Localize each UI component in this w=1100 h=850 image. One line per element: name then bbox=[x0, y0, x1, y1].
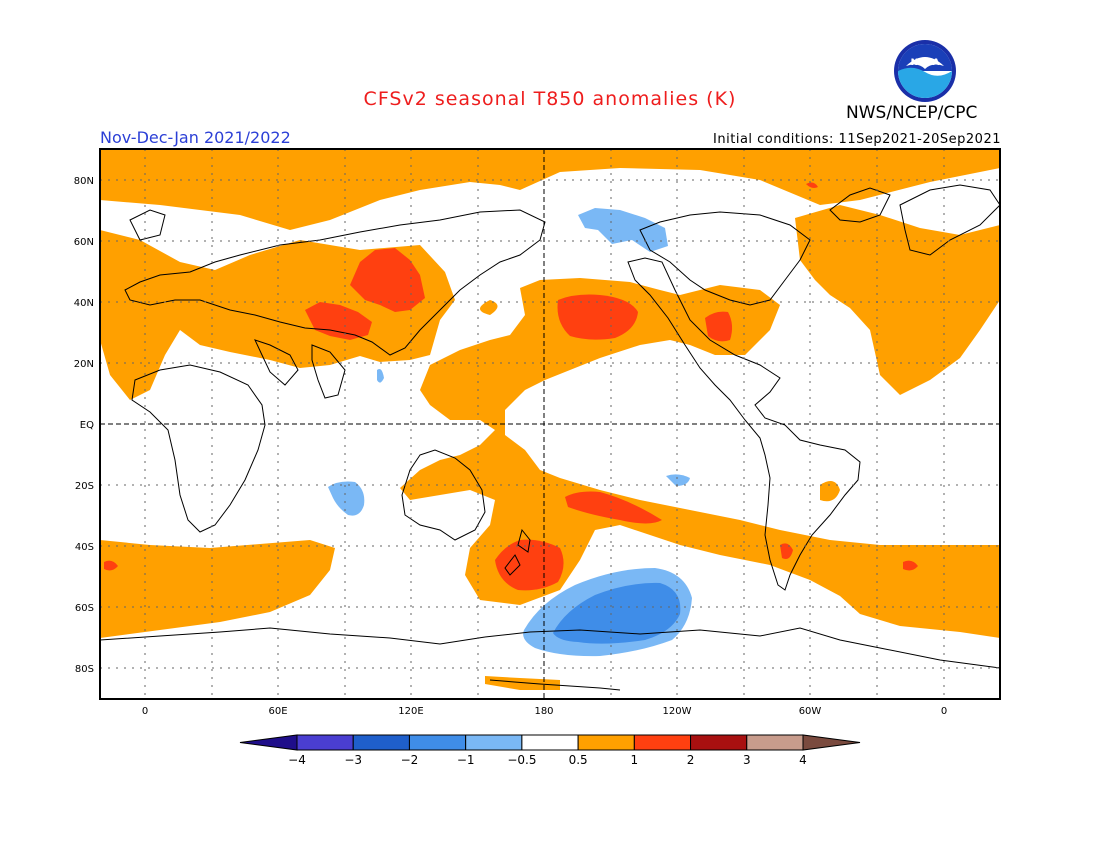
lon-tick: 60E bbox=[268, 706, 287, 717]
colorbar-label: 1 bbox=[631, 753, 639, 767]
colorbar-label: 3 bbox=[743, 753, 751, 767]
colorbar: −4 −3 −2 −1 −0.5 0.5 1 2 3 4 bbox=[239, 734, 861, 767]
equator-dateline bbox=[100, 149, 1000, 699]
colorbar-segment bbox=[746, 734, 804, 751]
lat-tick: 80N bbox=[74, 176, 94, 187]
lon-tick: 0 bbox=[142, 706, 148, 717]
colorbar-segment bbox=[521, 734, 579, 751]
colorbar-segment bbox=[690, 734, 748, 751]
initial-conditions-label: Initial conditions: 11Sep2021-20Sep2021 bbox=[713, 132, 1001, 147]
lat-tick: 60S bbox=[75, 603, 94, 614]
colorbar-segment bbox=[296, 734, 354, 751]
colorbar-label: −1 bbox=[457, 753, 475, 767]
map-frame bbox=[99, 148, 1001, 700]
colorbar-label: 0.5 bbox=[569, 753, 588, 767]
agency-label: NWS/NCEP/CPC bbox=[846, 103, 978, 123]
lat-tick: 20N bbox=[74, 359, 94, 370]
colorbar-label: 2 bbox=[687, 753, 695, 767]
lon-tick: 180 bbox=[534, 706, 553, 717]
lat-tick: EQ bbox=[80, 420, 94, 431]
colorbar-label: 4 bbox=[799, 753, 807, 767]
colorbar-segment bbox=[465, 734, 523, 751]
longitude-axis: 0 60E 120E 180 120W 60W 0 bbox=[142, 706, 947, 717]
lon-tick: 60W bbox=[799, 706, 822, 717]
colorbar-label: −0.5 bbox=[507, 753, 536, 767]
strong-negative-anomaly-region bbox=[553, 582, 681, 644]
strong-positive-anomaly-regions bbox=[104, 182, 918, 591]
map-title: CFSv2 seasonal T850 anomalies (K) bbox=[363, 88, 737, 110]
noaa-logo-icon: NOAA bbox=[894, 40, 956, 102]
colorbar-label: −4 bbox=[288, 753, 306, 767]
colorbar-segment bbox=[408, 734, 467, 751]
colorbar-label: −2 bbox=[401, 753, 419, 767]
lon-tick: 120E bbox=[398, 706, 423, 717]
colorbar-end-high bbox=[802, 734, 861, 751]
lon-tick: 0 bbox=[941, 706, 947, 717]
lat-tick: 20S bbox=[75, 481, 94, 492]
lat-tick: 80S bbox=[75, 664, 94, 675]
lat-tick: 40S bbox=[75, 542, 94, 553]
lon-tick: 120W bbox=[663, 706, 692, 717]
coastlines bbox=[100, 184, 1000, 691]
logo-text: NOAA bbox=[911, 58, 940, 68]
lat-tick: 40N bbox=[74, 298, 94, 309]
lat-tick: 60N bbox=[74, 237, 94, 248]
latitude-axis: 80N 60N 40N 20N EQ 20S 40S 60S 80S bbox=[74, 176, 94, 675]
colorbar-end-low bbox=[239, 734, 298, 751]
colorbar-segment bbox=[633, 734, 692, 751]
season-label: Nov-Dec-Jan 2021/2022 bbox=[100, 128, 291, 147]
colorbar-label: −3 bbox=[344, 753, 362, 767]
graticule bbox=[100, 149, 1000, 699]
anomaly-field bbox=[100, 149, 1000, 699]
colorbar-segment bbox=[352, 734, 410, 751]
colorbar-segment bbox=[577, 734, 635, 751]
